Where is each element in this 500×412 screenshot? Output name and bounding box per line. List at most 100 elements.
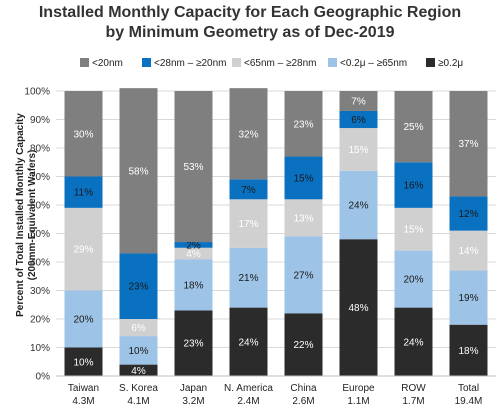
bar-segment (394, 307, 433, 376)
y-tick-label: 70% (30, 172, 50, 183)
bar-segment (119, 319, 158, 337)
y-tick-label: 100% (24, 87, 50, 98)
x-tick-label: Taiwan (68, 383, 99, 394)
x-category-total: 2.6M (292, 396, 314, 407)
legend-label: <65nm – ≥28nm (244, 58, 316, 69)
data-label: 10% (73, 357, 93, 368)
data-label: 15% (403, 225, 423, 236)
bar-segment (174, 259, 213, 311)
x-category-total: 1.1M (347, 396, 369, 407)
bar-segment (339, 239, 378, 376)
bar-segment (284, 199, 323, 237)
bar-segment (119, 364, 158, 376)
data-label: 15% (293, 173, 313, 184)
bar-segment (284, 91, 323, 157)
bar-segment (174, 310, 213, 376)
data-label: 53% (183, 162, 203, 173)
legend-label: <20nm (92, 58, 123, 69)
data-label: 30% (73, 129, 93, 140)
bar-segment (339, 110, 378, 129)
data-label: 29% (73, 245, 93, 256)
data-label: 2% (186, 240, 201, 251)
data-label: 16% (403, 181, 423, 192)
bar-segment (339, 128, 378, 171)
data-label: 22% (293, 340, 313, 351)
data-label: 23% (293, 119, 313, 130)
data-label: 11% (74, 188, 93, 199)
data-label: 18% (183, 280, 203, 291)
data-label: 6% (351, 115, 366, 126)
bar-segment (394, 91, 433, 163)
bar-segment (284, 313, 323, 376)
y-tick-label: 60% (30, 201, 50, 212)
bar-segment (64, 347, 103, 376)
data-label: 24% (238, 337, 258, 348)
x-category-total: 1.7M (402, 396, 424, 407)
x-tick-label: S. Korea (119, 383, 158, 394)
bar-segment (449, 324, 488, 376)
chart-title-line-1: Installed Monthly Capacity for Each Geog… (38, 4, 462, 21)
data-label: 27% (293, 270, 313, 281)
bar-segment (229, 199, 268, 248)
bar-segment (229, 247, 268, 308)
y-tick-label: 20% (30, 315, 50, 326)
legend-label: <0.2μ – ≥65nm (340, 58, 407, 69)
data-label: 13% (293, 213, 313, 224)
bar-segment (174, 247, 213, 260)
legend-swatch (232, 58, 241, 67)
data-label: 32% (238, 129, 258, 140)
data-label: 15% (348, 145, 368, 156)
legend-swatch (142, 58, 151, 67)
bar-segment (449, 230, 488, 271)
legend-swatch (80, 58, 89, 67)
data-label: 20% (403, 275, 423, 286)
bar-segment (119, 88, 158, 254)
x-tick-label: China (290, 383, 317, 394)
data-label: 21% (238, 273, 258, 284)
bar-segment (174, 91, 213, 243)
bar-segment (449, 196, 488, 231)
bar-segment (284, 156, 323, 200)
y-tick-label: 40% (30, 258, 50, 269)
data-label: 17% (238, 219, 258, 230)
bar-segment (229, 179, 268, 200)
legend-label: <28nm – ≥20nm (154, 58, 226, 69)
data-label: 7% (241, 185, 256, 196)
y-tick-label: 30% (30, 286, 50, 297)
bar-segment (394, 162, 433, 208)
y-tick-label: 50% (30, 229, 50, 240)
bar-segment (339, 91, 378, 111)
data-label: 58% (128, 166, 148, 177)
bar-segment (174, 242, 213, 248)
x-tick-label: Europe (342, 383, 375, 394)
x-category-total: 3.2M (182, 396, 204, 407)
legend-swatch (426, 58, 435, 67)
y-tick-label: 10% (30, 343, 50, 354)
data-label: 37% (458, 139, 478, 150)
bar-segment (64, 207, 103, 291)
data-label: 23% (128, 282, 148, 293)
bar-segment (119, 336, 158, 365)
x-category-total: 2.4M (237, 396, 259, 407)
bar-segment (394, 207, 433, 251)
data-label: 7% (351, 96, 366, 107)
x-tick-label: Total (458, 383, 479, 394)
legend-swatch (328, 58, 337, 67)
x-category-total: 19.4M (455, 396, 483, 407)
bar-segment (449, 270, 488, 325)
data-label: 14% (458, 246, 478, 257)
chart-title: Installed Monthly Capacity for Each Geog… (0, 3, 500, 43)
x-tick-label: Japan (180, 383, 207, 394)
legend-label: ≥0.2μ (438, 58, 463, 69)
bar-segment (64, 91, 103, 177)
chart-title-line-2: by Minimum Geometry as of Dec-2019 (105, 24, 395, 41)
data-label: 6% (131, 323, 146, 334)
bar-segment (229, 307, 268, 376)
data-label: 48% (348, 303, 368, 314)
bar-segment (284, 236, 323, 314)
data-label: 18% (458, 346, 478, 357)
bar-segment (119, 253, 158, 319)
data-label: 4% (131, 366, 146, 377)
data-label: 23% (183, 339, 203, 350)
